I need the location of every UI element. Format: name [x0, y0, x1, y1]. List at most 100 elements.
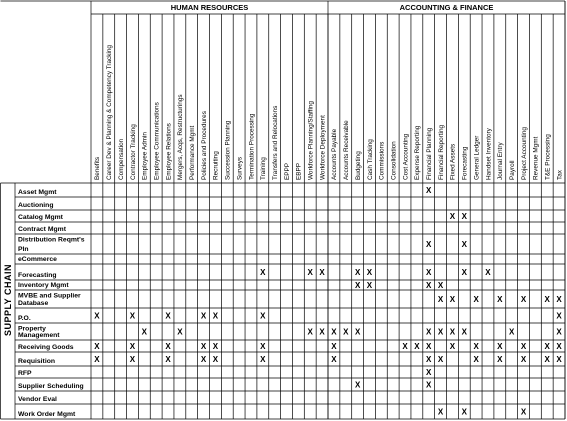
- cell-mark: X: [94, 355, 100, 364]
- column-header: Career Dev & Planning & Competency Track…: [106, 45, 113, 180]
- column-header: Mergers, Acqs, Restructurings: [177, 94, 184, 180]
- cell-mark: X: [462, 212, 468, 221]
- cell-mark: X: [355, 268, 361, 277]
- column-header: Performance Mgmt: [189, 125, 196, 180]
- column-header: Employee Admin: [142, 132, 149, 180]
- row-label: Catalog Mgmt: [18, 214, 64, 221]
- cell-mark: X: [473, 295, 479, 304]
- cell-mark: X: [308, 268, 314, 277]
- column-header: Contractor Tracking: [130, 124, 137, 180]
- cell-mark: X: [462, 268, 468, 277]
- cell-mark: X: [545, 355, 551, 364]
- cell-mark: X: [426, 368, 432, 377]
- row-label: eCommerce: [18, 256, 57, 263]
- cell-mark: X: [438, 355, 444, 364]
- cell-mark: X: [94, 342, 100, 351]
- cell-mark: X: [331, 355, 337, 364]
- cell-mark: X: [450, 342, 456, 351]
- cell-mark: X: [521, 295, 527, 304]
- cell-mark: X: [450, 295, 456, 304]
- cell-mark: X: [450, 212, 456, 221]
- cell-mark: X: [556, 355, 562, 364]
- cell-mark: X: [201, 355, 207, 364]
- column-header: Cash Tracking: [367, 139, 374, 180]
- column-header: Workforce Planning/Staffing: [308, 101, 315, 180]
- row-label: Inventory Mgmt: [18, 282, 69, 289]
- cell-mark: X: [462, 408, 468, 417]
- cell-mark: X: [426, 268, 432, 277]
- row-label: MVBE and Supplier Database: [18, 293, 81, 308]
- cell-mark: X: [331, 328, 337, 337]
- cell-mark: X: [355, 281, 361, 290]
- column-header: Succession Planning: [225, 120, 232, 180]
- row-label: Vendor Eval: [18, 396, 57, 403]
- cell-mark: X: [177, 328, 183, 337]
- column-header: EPPP: [284, 163, 291, 180]
- column-header: Revenue Mgmt: [533, 136, 540, 180]
- cell-mark: X: [545, 342, 551, 351]
- cell-mark: X: [438, 295, 444, 304]
- column-header: Transfers and Relocations: [272, 106, 279, 180]
- cell-mark: X: [438, 328, 444, 337]
- column-header: Accounts Payable: [331, 128, 338, 180]
- cell-mark: X: [201, 342, 207, 351]
- cell-mark: X: [355, 381, 361, 390]
- row-label: Forecasting: [18, 272, 57, 279]
- cell-mark: X: [509, 328, 515, 337]
- cell-mark: X: [426, 186, 432, 195]
- cell-mark: X: [308, 328, 314, 337]
- column-header: Surveys: [236, 157, 243, 180]
- cell-mark: X: [402, 342, 408, 351]
- column-header: Employee Relations: [165, 123, 172, 180]
- row-label: RFP: [18, 370, 32, 377]
- cell-mark: X: [438, 408, 444, 417]
- cell-mark: X: [438, 281, 444, 290]
- cell-mark: X: [497, 295, 503, 304]
- cell-mark: X: [367, 268, 373, 277]
- cell-mark: X: [130, 312, 136, 321]
- cell-mark: X: [165, 355, 171, 364]
- column-header: Benefits: [94, 157, 101, 180]
- cell-mark: X: [165, 312, 171, 321]
- cell-mark: X: [556, 342, 562, 351]
- column-header: Project Accounting: [521, 127, 528, 180]
- cell-mark: X: [556, 328, 562, 337]
- column-header: Forecasting: [462, 146, 469, 180]
- row-label: Supplier Scheduling: [18, 383, 84, 390]
- group-label: HUMAN RESOURCES: [171, 3, 249, 12]
- row-label: Contract Mgmt: [18, 226, 67, 233]
- cell-mark: X: [473, 355, 479, 364]
- column-header: Budgeting: [355, 151, 362, 180]
- column-header: Payroll: [509, 160, 516, 180]
- row-label: P.O.: [18, 315, 31, 322]
- row-label: Distribution Reqmt's Pln: [18, 237, 85, 254]
- cell-mark: X: [426, 240, 432, 249]
- column-header: Fixed Assets: [450, 144, 457, 180]
- cell-mark: X: [426, 342, 432, 351]
- cell-mark: X: [142, 328, 148, 337]
- cell-mark: X: [462, 328, 468, 337]
- cell-mark: X: [426, 355, 432, 364]
- column-header: Training: [260, 157, 267, 180]
- row-label: Asset Mgmt: [18, 189, 57, 196]
- cell-mark: X: [343, 328, 349, 337]
- cell-mark: X: [319, 328, 325, 337]
- cell-mark: X: [426, 281, 432, 290]
- cell-mark: X: [260, 268, 266, 277]
- row-label: Property Management: [18, 326, 60, 340]
- column-header: Cost Accounting: [402, 133, 409, 180]
- row-group-label: SUPPLY CHAIN: [3, 264, 13, 336]
- column-header: Termination Processing: [248, 113, 255, 180]
- cell-mark: X: [260, 355, 266, 364]
- column-header: Workforce Deployment: [319, 115, 326, 180]
- cell-mark: X: [545, 295, 551, 304]
- column-header: Consolidation: [390, 141, 397, 180]
- cell-mark: X: [414, 342, 420, 351]
- cell-mark: X: [260, 342, 266, 351]
- cell-mark: X: [319, 268, 325, 277]
- column-header: Employee Communications: [153, 102, 160, 180]
- cell-mark: X: [260, 312, 266, 321]
- cell-mark: X: [521, 342, 527, 351]
- cell-mark: X: [355, 328, 361, 337]
